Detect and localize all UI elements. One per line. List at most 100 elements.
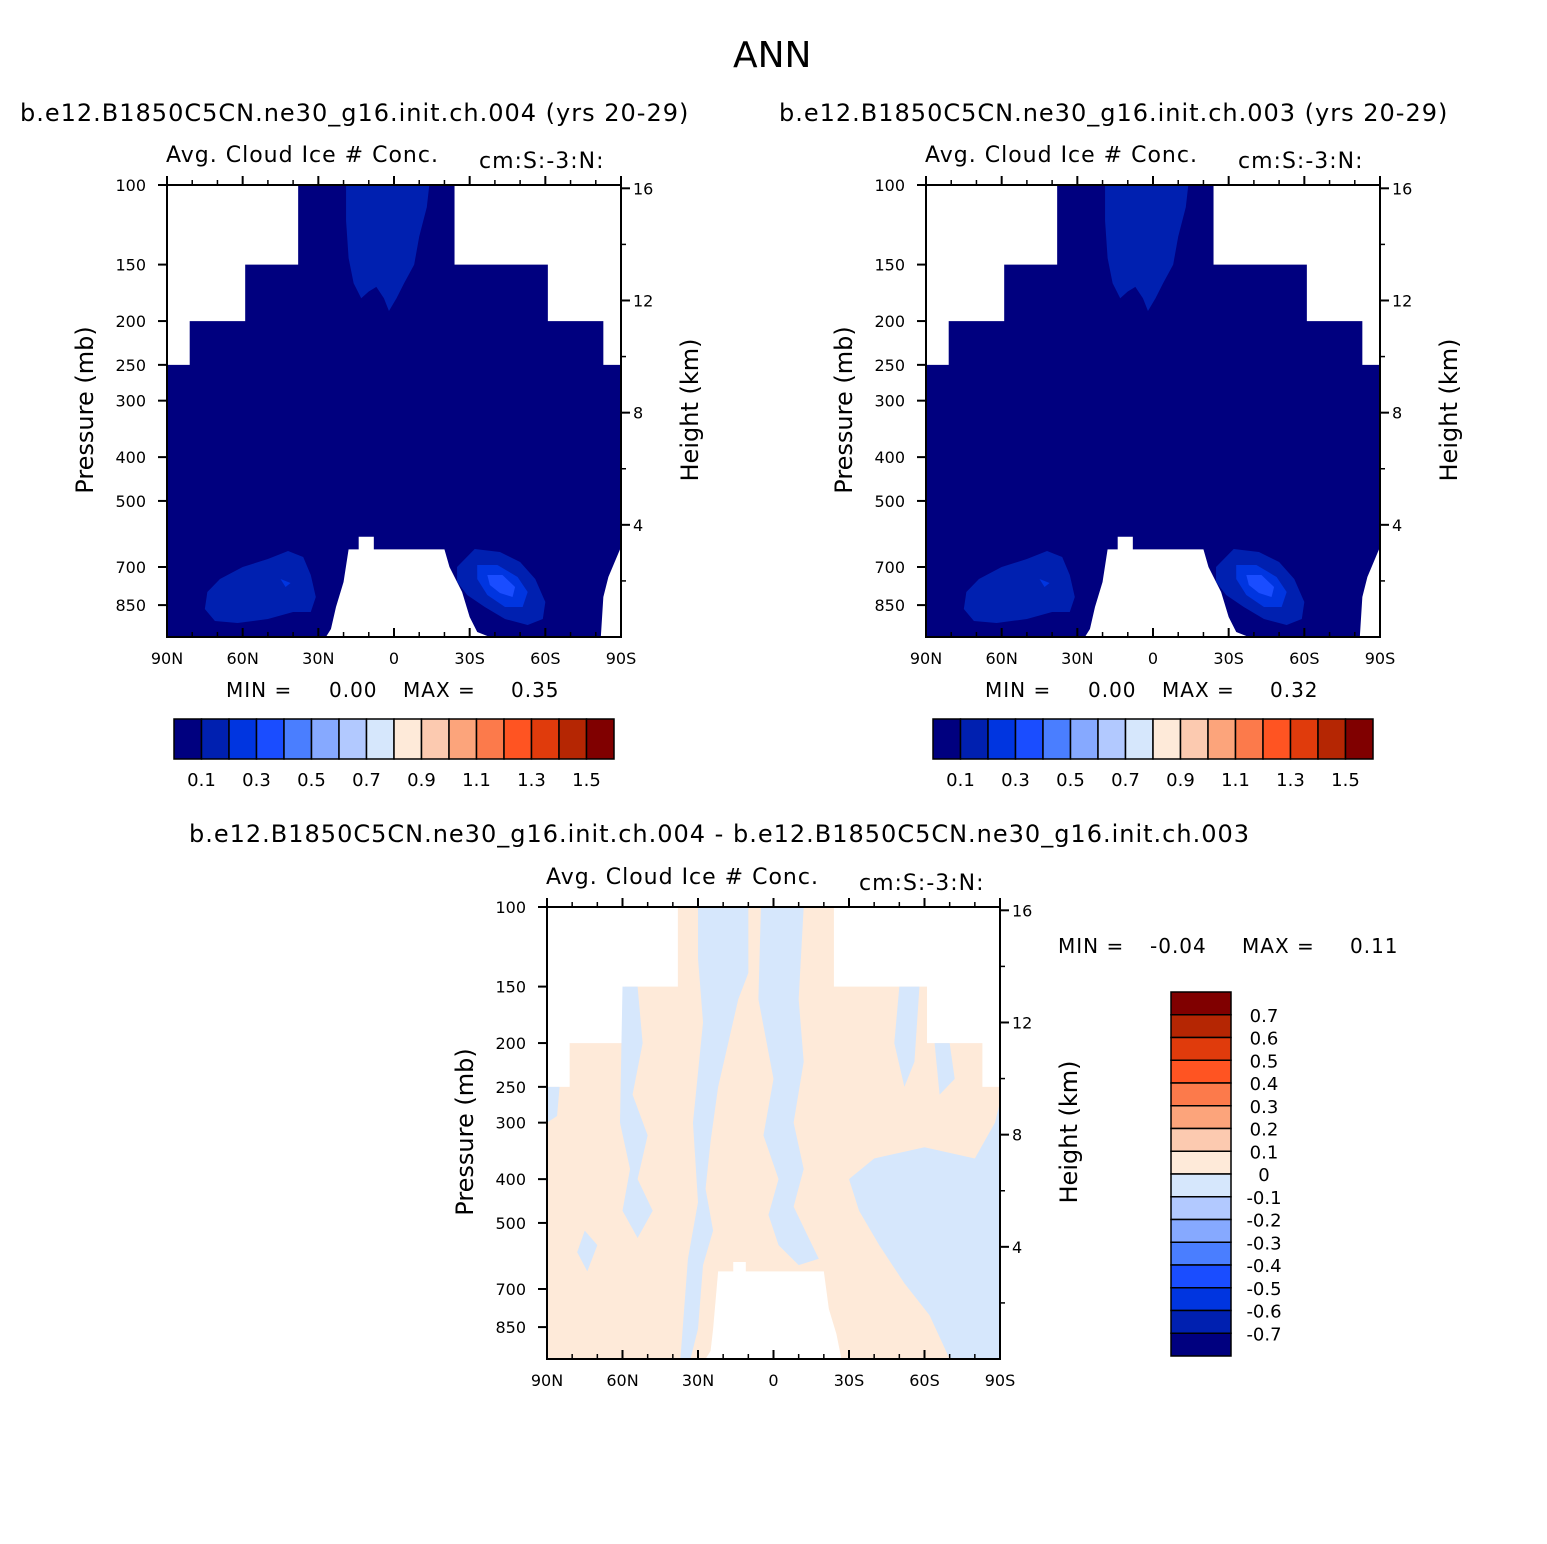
- panel1-y-right-axis-title: Height (km): [676, 339, 704, 482]
- diff-y-right-tick-label: 16: [1012, 901, 1032, 920]
- diff-colorbar-box: [1170, 1082, 1232, 1107]
- diff-x-tick-label: 0: [768, 1371, 778, 1390]
- diff-colorbar-label: 0.2: [1250, 1120, 1279, 1141]
- panel1-contour-nh: [204, 551, 316, 623]
- panel2-colorbar-label: 1.1: [1221, 770, 1250, 791]
- panel2-field-base: [926, 185, 1380, 637]
- panel2-y-tick-label: 250: [874, 356, 905, 375]
- panel1-min-label: MIN =: [226, 678, 293, 702]
- panel1-colorbar-box: [338, 718, 368, 760]
- diff-colorbar-label: -0.2: [1246, 1211, 1281, 1232]
- diff-colorbar-label: 0.6: [1250, 1029, 1279, 1050]
- panel2-colorbar-box: [1014, 718, 1044, 760]
- panel1-colorbar-label: 1.1: [462, 770, 491, 791]
- diff-colorbar-box: [1170, 1036, 1232, 1061]
- diff-colorbar-box: [1170, 1059, 1232, 1084]
- panel1-contour-sh-3: [487, 575, 516, 597]
- diff-colorbar-label: 0.3: [1250, 1097, 1279, 1118]
- panel2-y-tick-label: 300: [874, 392, 905, 411]
- diff-x-tick-label: 90N: [531, 1371, 563, 1390]
- panel1-colorbar-label: 0.5: [297, 770, 326, 791]
- panel1-max-label: MAX =: [403, 678, 476, 702]
- panel2-x-tick-label: 30N: [1061, 649, 1093, 668]
- diff-colorbar-box: [1170, 1332, 1232, 1357]
- panel2-colorbar-box: [1344, 718, 1374, 760]
- main-title: ANN: [733, 35, 812, 76]
- panel2-colorbar-box: [1042, 718, 1072, 760]
- diff-colorbar-box: [1170, 1014, 1232, 1039]
- diff-y-tick-label: 150: [495, 978, 526, 997]
- panel1-y-tick-label: 850: [115, 596, 146, 615]
- diff-y-tick-label: 850: [495, 1318, 526, 1337]
- panel2-x-tick-label: 60N: [986, 649, 1018, 668]
- diff-min-value: -0.04: [1150, 934, 1207, 958]
- diff-colorbar-label: 0.4: [1250, 1074, 1279, 1095]
- panel2-colorbar-label: 1.5: [1331, 770, 1360, 791]
- panel2-y-tick-label: 700: [874, 558, 905, 577]
- panel1-colorbar-box: [393, 718, 423, 760]
- diff-colorbar-box: [1170, 1309, 1232, 1334]
- panel1-y-right-tick-label: 12: [633, 291, 653, 310]
- diff-y-right-axis-title: Height (km): [1055, 1061, 1083, 1204]
- diff-colorbar-box: [1170, 1196, 1232, 1221]
- diff-y-tick-label: 100: [495, 898, 526, 917]
- diff-y-axis-title: Pressure (mb): [451, 1048, 479, 1215]
- panel1-colorbar-box: [255, 718, 285, 760]
- panel2-contour-upper: [1105, 185, 1189, 311]
- diff-y-tick-label: 250: [495, 1078, 526, 1097]
- diff-min-label: MIN =: [1058, 934, 1125, 958]
- panel2-y-tick-label: 200: [874, 312, 905, 331]
- panel1-x-tick-label: 30S: [454, 649, 485, 668]
- panel2-x-tick-label: 0: [1148, 649, 1158, 668]
- panel1-min-value: 0.00: [329, 678, 378, 702]
- panel2-x-tick-label: 60S: [1289, 649, 1320, 668]
- panel1-colorbar-label: 1.3: [517, 770, 546, 791]
- panel2-colorbar-box: [1207, 718, 1237, 760]
- panel2-contour-nh-inner: [1039, 579, 1050, 587]
- diff-contour-negative-8: [934, 1043, 955, 1095]
- panel2-colorbar-box: [1317, 718, 1347, 760]
- diff-colorbar-box: [1170, 1173, 1232, 1198]
- panel1-colorbar-box: [475, 718, 505, 760]
- panel2-y-tick-label: 500: [874, 492, 905, 511]
- panel2-contour-nh: [963, 551, 1075, 623]
- diff-max-value: 0.11: [1350, 934, 1399, 958]
- diff-colorbar-label: 0.7: [1250, 1006, 1279, 1027]
- panel1-y-right-tick-label: 8: [633, 404, 643, 423]
- diff-colorbar-box: [1170, 1264, 1232, 1289]
- diff-contour-negative-3: [849, 1101, 1000, 1359]
- panel1-y-tick-label: 300: [115, 392, 146, 411]
- panel1-field-base: [167, 185, 621, 637]
- diff-y-right-tick-label: 4: [1012, 1238, 1022, 1257]
- diff-contour-negative-5: [547, 1086, 560, 1123]
- diff-contour-negative-1: [680, 907, 749, 1359]
- panel1-case-title: b.e12.B1850C5CN.ne30_g16.init.ch.004 (yr…: [20, 99, 690, 127]
- diff-max-label: MAX =: [1242, 934, 1315, 958]
- panel2-x-tick-label: 90N: [910, 649, 942, 668]
- panel1-colorbar-box: [310, 718, 340, 760]
- panel1-colorbar-box: [530, 718, 560, 760]
- diff-x-tick-label: 30S: [834, 1371, 865, 1390]
- diff-colorbar-label: -0.3: [1246, 1233, 1281, 1254]
- panel1-colorbar-box: [448, 718, 478, 760]
- panel1-variable-label: Avg. Cloud Ice # Conc.: [166, 143, 439, 168]
- panel2-max-value: 0.32: [1270, 678, 1319, 702]
- panel1-y-tick-label: 400: [115, 448, 146, 467]
- panel2-colorbar-label: 1.3: [1276, 770, 1305, 791]
- panel1-y-tick-label: 200: [115, 312, 146, 331]
- panel2-contour-sh-3: [1246, 575, 1275, 597]
- panel1-colorbar-box: [585, 718, 615, 760]
- panel2-x-tick-label: 30S: [1213, 649, 1244, 668]
- panel2-colorbar-box: [1124, 718, 1154, 760]
- panel1-x-tick-label: 30N: [302, 649, 334, 668]
- panel2-y-axis-title: Pressure (mb): [830, 326, 858, 493]
- diff-colorbar-box: [1170, 1127, 1232, 1152]
- panel2-y-tick-label: 100: [874, 176, 905, 195]
- diff-y-tick-label: 200: [495, 1034, 526, 1053]
- panel2-colorbar-box: [959, 718, 989, 760]
- panel1-colorbar-box: [420, 718, 450, 760]
- panel2-colorbar-box: [1152, 718, 1182, 760]
- panel2-y-right-axis-title: Height (km): [1435, 339, 1463, 482]
- panel2-y-right-tick-label: 8: [1392, 404, 1402, 423]
- panel2-y-right-tick-label: 16: [1392, 179, 1412, 198]
